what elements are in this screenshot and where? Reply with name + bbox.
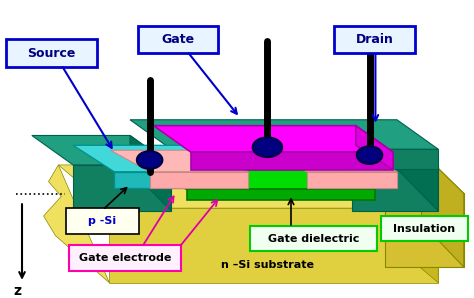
Text: Source: Source: [27, 46, 76, 60]
Text: Insulation: Insulation: [393, 224, 456, 234]
Text: Drain: Drain: [356, 33, 393, 46]
Polygon shape: [150, 172, 248, 188]
Polygon shape: [310, 136, 438, 165]
FancyBboxPatch shape: [69, 246, 181, 271]
Polygon shape: [343, 152, 464, 193]
Polygon shape: [387, 165, 438, 283]
Polygon shape: [397, 136, 438, 211]
Polygon shape: [154, 126, 393, 152]
Polygon shape: [421, 152, 464, 267]
Polygon shape: [352, 165, 438, 211]
Polygon shape: [171, 149, 438, 169]
Text: Gate dielectric: Gate dielectric: [268, 234, 359, 243]
Ellipse shape: [253, 137, 282, 157]
Polygon shape: [73, 145, 393, 172]
FancyBboxPatch shape: [250, 226, 377, 251]
Polygon shape: [32, 136, 171, 165]
FancyBboxPatch shape: [381, 216, 468, 241]
Polygon shape: [187, 190, 375, 200]
Polygon shape: [114, 172, 393, 188]
Polygon shape: [73, 165, 171, 211]
Text: Gate electrode: Gate electrode: [79, 253, 171, 263]
FancyBboxPatch shape: [334, 26, 415, 53]
Polygon shape: [110, 150, 248, 172]
Polygon shape: [58, 165, 438, 208]
Text: p -Si: p -Si: [89, 216, 117, 226]
Polygon shape: [307, 172, 397, 188]
Polygon shape: [191, 152, 393, 170]
Ellipse shape: [357, 146, 383, 164]
Text: n –Si substrate: n –Si substrate: [221, 260, 314, 270]
Ellipse shape: [137, 151, 163, 169]
Text: Gate: Gate: [162, 33, 195, 46]
FancyBboxPatch shape: [66, 208, 139, 234]
Polygon shape: [109, 208, 438, 283]
Polygon shape: [130, 136, 171, 211]
Polygon shape: [130, 120, 438, 149]
Polygon shape: [385, 193, 464, 267]
Polygon shape: [44, 165, 109, 283]
Polygon shape: [150, 170, 375, 190]
Polygon shape: [356, 126, 393, 170]
Text: z: z: [13, 284, 21, 298]
FancyBboxPatch shape: [138, 26, 219, 53]
FancyBboxPatch shape: [6, 39, 97, 67]
Polygon shape: [269, 150, 397, 172]
